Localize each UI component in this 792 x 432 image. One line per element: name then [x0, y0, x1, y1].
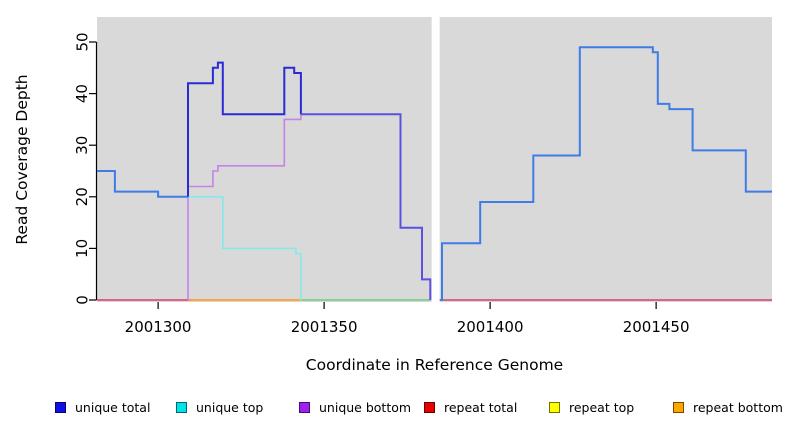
- series-unique-total-descent: [300, 113, 432, 300]
- y-tick-label: 40: [73, 84, 91, 103]
- legend-label: unique top: [196, 400, 264, 415]
- series-unique-total-right: [439, 46, 772, 301]
- y-tick-label: 50: [73, 32, 91, 51]
- legend-swatch-repeat-total: [424, 402, 435, 413]
- legend-label: unique total: [75, 400, 151, 415]
- legend-label: unique bottom: [319, 400, 412, 415]
- x-axis-title: Coordinate in Reference Genome: [306, 356, 563, 374]
- legend: unique total unique top unique bottom repea…: [0, 394, 792, 424]
- series-unique-bottom-line: [187, 114, 302, 300]
- x-tick-label: 2001400: [457, 318, 524, 336]
- series-unique-total-mid: [187, 61, 302, 197]
- y-tick-label: 20: [73, 187, 91, 206]
- legend-item-repeat-bottom: repeat bottom: [673, 400, 783, 415]
- x-tick-label: 2001300: [125, 318, 192, 336]
- coverage-gap-band: [431, 16, 440, 304]
- legend-item-unique-total: unique total: [55, 400, 150, 415]
- legend-swatch-repeat-top: [549, 402, 560, 413]
- legend-label: repeat total: [444, 400, 518, 415]
- legend-label: repeat bottom: [693, 400, 783, 415]
- y-axis: 0 10 20 30 40 50: [73, 32, 98, 305]
- legend-item-unique-top: unique top: [176, 400, 263, 415]
- y-tick-label: 0: [73, 295, 91, 305]
- legend-swatch-unique-total: [55, 402, 66, 413]
- legend-item-repeat-total: repeat total: [424, 400, 517, 415]
- series-unique-total-left: [97, 170, 188, 198]
- series-lines: [97, 46, 772, 301]
- legend-swatch-unique-top: [176, 402, 187, 413]
- legend-item-unique-bottom: unique bottom: [299, 400, 411, 415]
- legend-swatch-repeat-bottom: [673, 402, 684, 413]
- legend-swatch-unique-bottom: [299, 402, 310, 413]
- legend-item-repeat-top: repeat top: [549, 400, 634, 415]
- y-tick-label: 10: [73, 239, 91, 258]
- coverage-chart: 0 10 20 30 40 50 2001300 2001350 2001400 2001450 C…: [13, 16, 772, 374]
- y-tick-label: 30: [73, 136, 91, 155]
- legend-label: repeat top: [569, 400, 635, 415]
- x-tick-label: 2001350: [291, 318, 358, 336]
- y-axis-title: Read Coverage Depth: [13, 74, 31, 244]
- x-tick-label: 2001450: [623, 318, 690, 336]
- series-unique-top-line: [188, 196, 302, 300]
- x-axis: 2001300 2001350 2001400 2001450: [125, 302, 690, 336]
